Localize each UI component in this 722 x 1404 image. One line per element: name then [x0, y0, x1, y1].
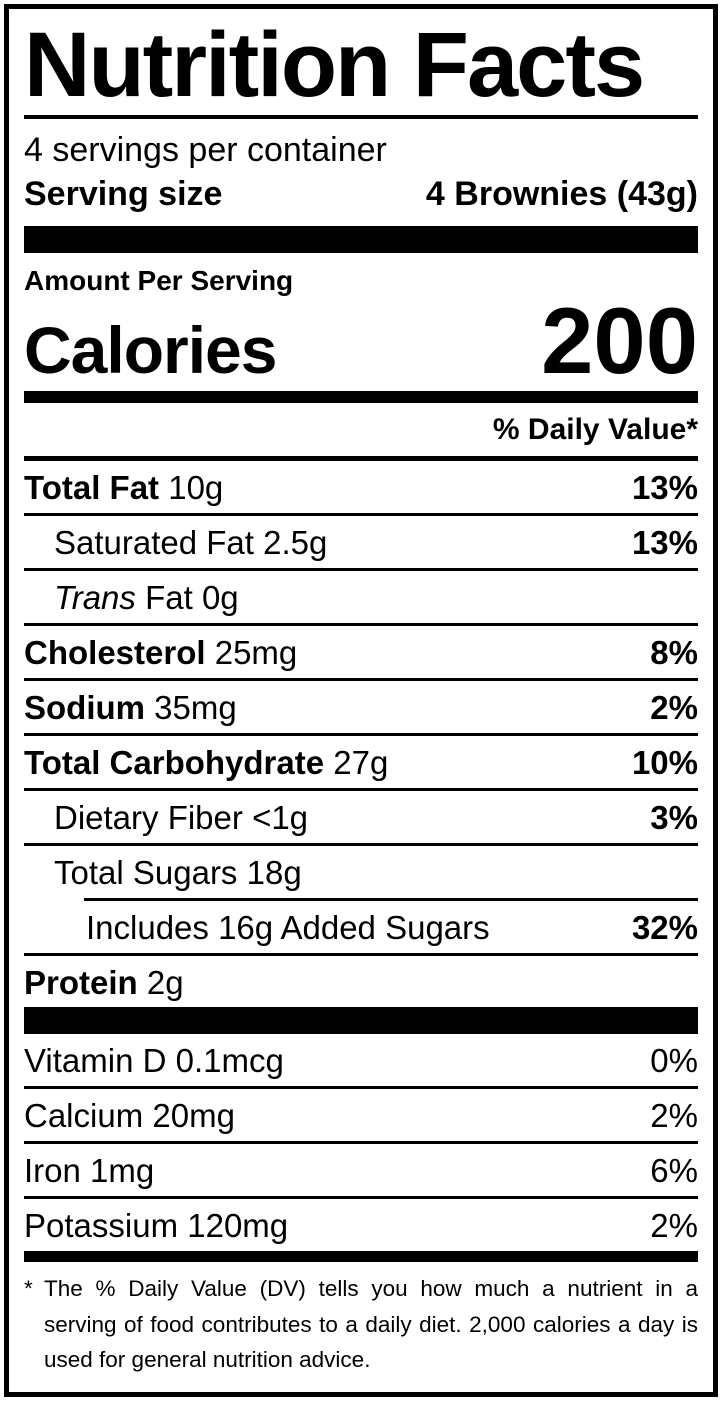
nutrient-row: Includes 16g Added Sugars 32%	[24, 901, 698, 956]
servings-per-container: 4 servings per container	[24, 131, 387, 169]
nutrient-row: Sodium 35mg 2%	[24, 681, 698, 736]
nutrient-name: Vitamin D	[24, 1042, 167, 1080]
divider-thick-protein	[24, 1007, 698, 1035]
nutrient-amount: 1mg	[90, 1152, 155, 1190]
daily-value-percent: 10%	[631, 743, 698, 781]
nutrient-name-amount: Total Carbohydrate 27g	[24, 744, 632, 782]
nutrient-row: Total Carbohydrate 27g 10%	[24, 736, 698, 791]
nutrient-name: Total Carbohydrate	[24, 743, 325, 781]
divider-thick-top	[24, 226, 698, 254]
nutrient-row: Trans Fat 0g	[24, 571, 698, 626]
vitamin-row: Calcium 20mg 2%	[24, 1089, 698, 1145]
nutrient-name: Iron	[24, 1152, 81, 1190]
divider-medium-footnote	[24, 1251, 698, 1263]
calories-label: Calories	[24, 312, 277, 387]
nutrient-row: Total Fat 10g 13%	[24, 461, 698, 517]
nutrient-rows: Total Fat 10g 13% Saturated Fat 2.5g 13% Tra…	[24, 461, 698, 1007]
nutrient-name-amount: Total Fat 10g	[24, 469, 632, 507]
daily-value-header: % Daily Value*	[24, 403, 698, 462]
footnote: * The % Daily Value (DV) tells you how m…	[24, 1262, 698, 1378]
calories-row: Calories 200	[24, 287, 698, 393]
nutrient-name: Saturated Fat	[54, 524, 254, 562]
footnote-marker: *	[24, 1276, 33, 1302]
nutrient-amount: 35mg	[154, 688, 237, 726]
nutrient-name: Dietary Fiber	[54, 798, 243, 836]
nutrient-amount: 10g	[168, 469, 224, 507]
nutrient-name: Fat	[145, 578, 193, 616]
nutrient-amount: 18g	[246, 853, 302, 891]
nutrient-row: Protein 2g	[24, 956, 698, 1008]
nutrient-name: Sodium	[24, 688, 145, 726]
label-title: Nutrition Facts	[24, 9, 698, 119]
nutrient-amount: <1g	[252, 798, 309, 836]
daily-value-percent: 13%	[631, 524, 698, 562]
nutrient-row: Cholesterol 25mg 8%	[24, 626, 698, 681]
serving-size-row: Serving size 4 Brownies (43g)	[24, 172, 698, 226]
nutrient-name-amount: Sodium 35mg	[24, 689, 650, 727]
daily-value-percent: 13%	[631, 469, 698, 507]
nutrient-name-amount: Trans Fat 0g	[24, 579, 698, 617]
nutrient-row: Saturated Fat 2.5g 13%	[24, 516, 698, 571]
amount-per-serving: Amount Per Serving	[24, 265, 294, 297]
nutrient-name-amount: Protein 2g	[24, 964, 698, 1002]
nutrient-name-amount: Total Sugars 18g	[24, 854, 698, 892]
vitamin-rows: Vitamin D 0.1mcg 0% Calcium 20mg 2% Iron 1mg…	[24, 1034, 698, 1251]
nutrient-name: Potassium	[24, 1207, 179, 1245]
nutrient-name: Total Fat	[24, 469, 160, 507]
nutrient-name-amount: Includes 16g Added Sugars	[24, 909, 632, 947]
nutrient-name-amount: Potassium 120mg	[24, 1207, 650, 1245]
partial-rule	[84, 897, 698, 901]
daily-value-percent: 2%	[650, 1207, 698, 1245]
nutrient-name-amount: Vitamin D 0.1mcg	[24, 1042, 650, 1080]
nutrient-amount: 120mg	[187, 1207, 289, 1245]
serving-size-label: Serving size	[24, 175, 223, 214]
nutrient-amount: 2.5g	[263, 524, 328, 562]
nutrient-amount: 2g	[146, 963, 184, 1001]
serving-size-value: 4 Brownies (43g)	[425, 175, 698, 214]
vitamin-row: Iron 1mg 6%	[24, 1144, 698, 1200]
daily-value-percent: 3%	[650, 798, 698, 836]
daily-value-percent: 6%	[650, 1152, 698, 1190]
nutrient-name-italic: Trans	[54, 578, 136, 616]
nutrient-name-amount: Saturated Fat 2.5g	[24, 524, 632, 562]
nutrient-name: Protein	[24, 963, 138, 1001]
nutrient-amount: 0g	[201, 578, 239, 616]
daily-value-percent: 2%	[650, 1097, 698, 1135]
nutrient-row: Dietary Fiber <1g 3%	[24, 791, 698, 846]
nutrient-name-amount: Cholesterol 25mg	[24, 634, 650, 672]
daily-value-percent: 32%	[631, 908, 698, 946]
nutrient-name-amount: Dietary Fiber <1g	[24, 799, 650, 837]
nutrient-amount: 20mg	[152, 1097, 235, 1135]
nutrient-name: Calcium	[24, 1097, 144, 1135]
nutrient-name: Includes 16g Added Sugars	[86, 908, 490, 946]
nutrient-name: Cholesterol	[24, 633, 206, 671]
nutrition-facts-label: Nutrition Facts 4 servings per container…	[4, 4, 718, 1397]
daily-value-percent: 0%	[650, 1042, 698, 1080]
calories-value: 200	[541, 287, 698, 393]
vitamin-row: Vitamin D 0.1mcg 0%	[24, 1034, 698, 1090]
nutrient-amount: 0.1mcg	[175, 1042, 284, 1080]
daily-value-percent: 8%	[650, 633, 698, 671]
nutrient-amount: 25mg	[214, 633, 298, 671]
vitamin-row: Potassium 120mg 2%	[24, 1199, 698, 1251]
divider-medium-calories	[24, 391, 698, 404]
nutrient-name: Total Sugars	[54, 853, 238, 891]
nutrient-row: Total Sugars 18g	[24, 846, 698, 898]
nutrient-amount: 27g	[333, 743, 389, 781]
footnote-text: The % Daily Value (DV) tells you how muc…	[44, 1276, 698, 1373]
nutrient-name-amount: Calcium 20mg	[24, 1097, 650, 1135]
nutrient-name-amount: Iron 1mg	[24, 1152, 650, 1190]
daily-value-percent: 2%	[650, 688, 698, 726]
